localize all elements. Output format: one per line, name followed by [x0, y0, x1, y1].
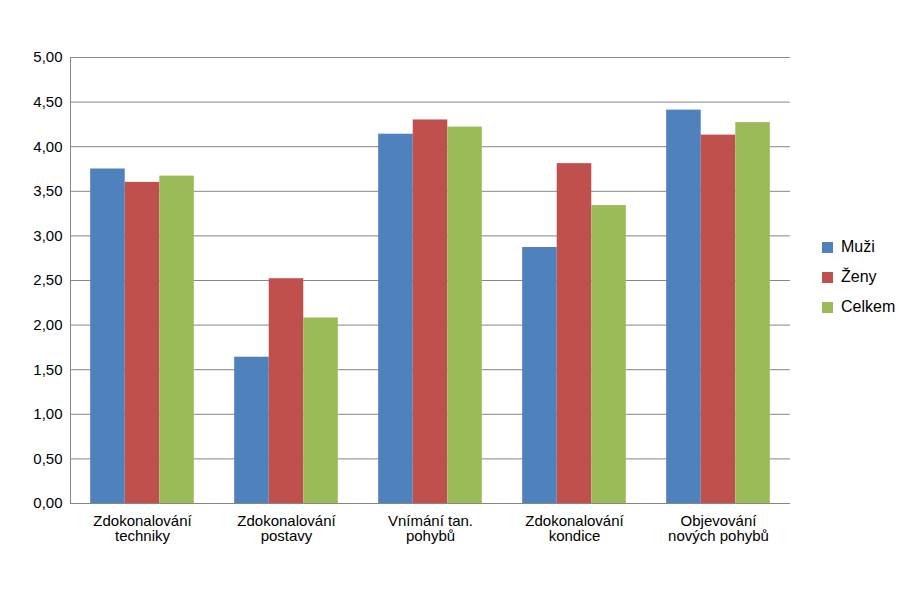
- svg-text:0,50: 0,50: [33, 450, 62, 467]
- svg-text:Zdokonalovánítechniky: Zdokonalovánítechniky: [93, 512, 192, 544]
- svg-text:Zdokonalovánípostavy: Zdokonalovánípostavy: [237, 512, 336, 544]
- html-text:Ženy: Ženy: [841, 268, 877, 285]
- svg-text:1,50: 1,50: [33, 361, 62, 378]
- svg-text:2,50: 2,50: [33, 271, 62, 288]
- svg-text:Zdokonalováníkondice: Zdokonalováníkondice: [525, 512, 624, 544]
- svg-text:0,00: 0,00: [33, 494, 62, 511]
- svg-text:1,00: 1,00: [33, 405, 62, 422]
- svg-text:5,00: 5,00: [33, 48, 62, 65]
- svg-text:Vnímání tan.pohybů: Vnímání tan.pohybů: [388, 512, 473, 544]
- svg-text:Objevovánínových pohybů: Objevovánínových pohybů: [668, 512, 769, 544]
- svg-text:4,00: 4,00: [33, 138, 62, 155]
- svg-text:3,50: 3,50: [33, 182, 62, 199]
- svg-text:2,00: 2,00: [33, 316, 62, 333]
- svg-text:4,50: 4,50: [33, 93, 62, 110]
- html-text:Muži: Muži: [841, 238, 875, 255]
- html-text:Celkem: Celkem: [841, 298, 896, 315]
- svg-text:3,00: 3,00: [33, 227, 62, 244]
